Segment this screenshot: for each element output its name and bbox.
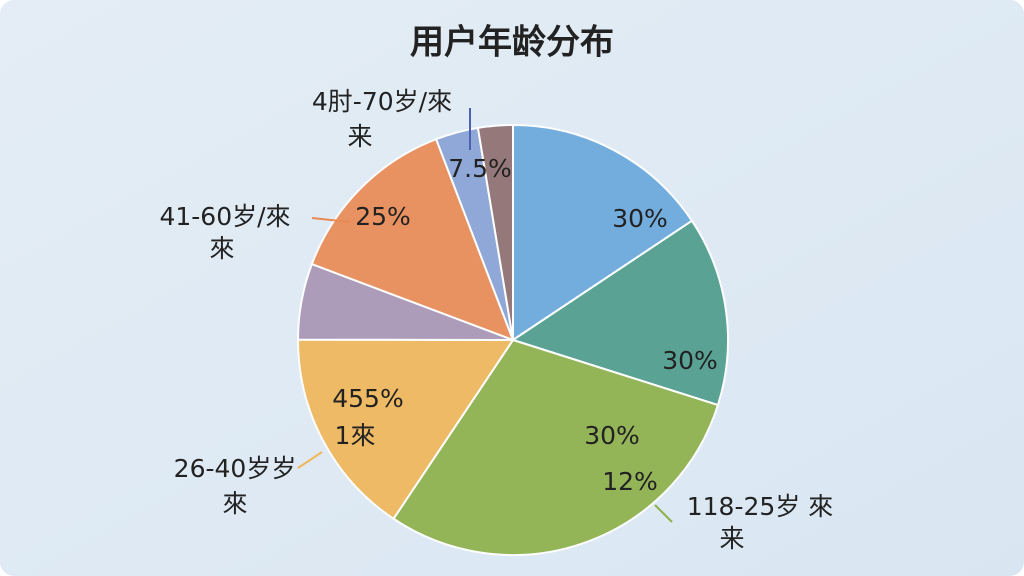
slice-label: 30%	[662, 346, 718, 375]
slice-name: 來	[209, 234, 234, 263]
slice-name: 来	[347, 122, 372, 151]
pie-slice	[476, 123, 514, 341]
pie-slice	[510, 219, 729, 407]
slice-label: 1來	[335, 421, 376, 450]
slice-name: 來	[222, 489, 247, 518]
slice-label: 12%	[602, 467, 658, 496]
slice-name: 118-25岁 來	[687, 492, 834, 521]
slice-name: 来	[719, 524, 744, 553]
pie-slice	[512, 123, 694, 342]
leader-line	[311, 217, 351, 223]
slice-label: 7.5%	[448, 154, 512, 183]
pie	[296, 123, 729, 556]
leader-line	[297, 451, 323, 469]
slice-label: 30%	[612, 204, 668, 233]
slice-label: 25%	[355, 202, 411, 231]
leader-line	[654, 504, 673, 523]
pie-slice	[392, 338, 720, 556]
slice-name: 26-40岁岁	[174, 454, 297, 483]
slice-name: 41-60岁/來	[159, 202, 290, 231]
slice-label: 30%	[584, 421, 640, 450]
slice-name: 4肘-70岁/來	[312, 87, 452, 116]
slice-label: 455%	[332, 384, 403, 413]
chart-title: 用户年龄分布	[410, 23, 614, 63]
pie-slice	[296, 338, 515, 521]
annotations: 30%30%30%12%118-25岁 來来455%1來26-40岁岁來25%4…	[159, 87, 833, 553]
pie-slice	[310, 137, 515, 342]
